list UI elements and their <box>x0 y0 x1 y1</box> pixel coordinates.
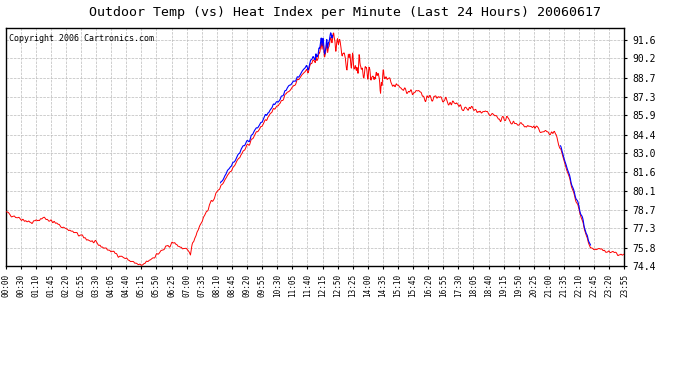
Text: Outdoor Temp (vs) Heat Index per Minute (Last 24 Hours) 20060617: Outdoor Temp (vs) Heat Index per Minute … <box>89 6 601 19</box>
Text: Copyright 2006 Cartronics.com: Copyright 2006 Cartronics.com <box>8 34 154 43</box>
